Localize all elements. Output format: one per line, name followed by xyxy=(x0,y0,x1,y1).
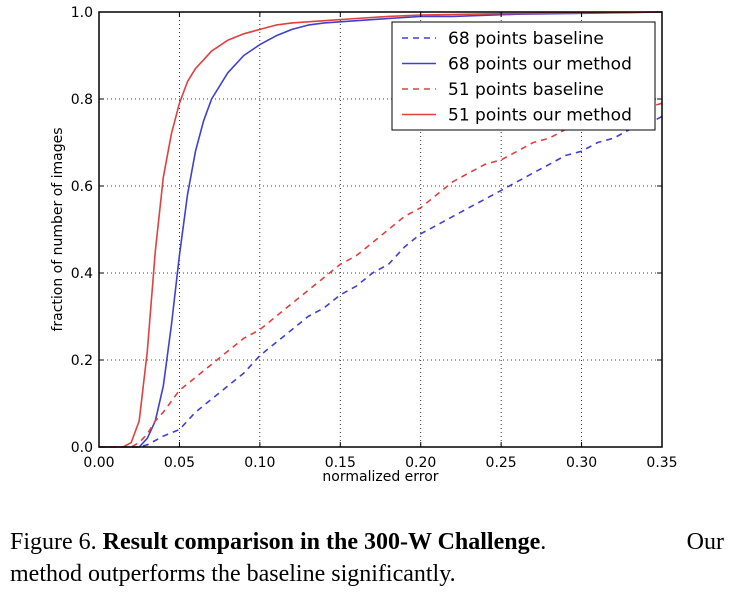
y-tick-label: 0.8 xyxy=(71,92,93,108)
y-tick-label: 0.6 xyxy=(71,179,93,195)
y-axis-label: fraction of number of images xyxy=(50,127,66,331)
y-tick-label: 0.4 xyxy=(71,266,93,282)
x-tick-label: 0.30 xyxy=(566,455,597,471)
legend-label: 51 points baseline xyxy=(448,80,604,100)
x-tick-label: 0.10 xyxy=(244,455,275,471)
y-tick-label: 0.2 xyxy=(71,353,93,369)
legend-label: 68 points our method xyxy=(448,55,632,75)
caption-prefix: Figure 6. xyxy=(10,529,97,555)
x-tick-label: 0.00 xyxy=(83,455,114,471)
legend-label: 51 points our method xyxy=(448,106,632,126)
x-tick-label: 0.15 xyxy=(325,455,356,471)
series-line xyxy=(99,11,663,448)
legend-box xyxy=(391,21,656,131)
y-tick-label: 0.0 xyxy=(71,440,93,456)
series-line xyxy=(99,102,663,448)
plot-frame xyxy=(98,11,663,448)
axis-ticks: 0.00 0.05 0.10 0.15 0.20 0.25 0.30 0.35 0.0 0.2 0.… xyxy=(71,5,678,471)
legend: 68 points baseline 68 points our method 51… xyxy=(391,21,656,131)
x-tick-label: 0.20 xyxy=(405,455,436,471)
x-tick-label: 0.05 xyxy=(164,455,195,471)
caption-last-word: Our xyxy=(686,529,724,555)
figure-caption: Figure 6. Result comparison in the 300-W… xyxy=(10,526,724,590)
caption-line-2: method outperforms the baseline signific… xyxy=(10,561,456,587)
series-line xyxy=(99,115,663,448)
caption-line-1: Figure 6. Result comparison in the 300-W… xyxy=(10,526,724,558)
y-tick-label: 1.0 xyxy=(71,5,93,21)
caption-bold-title: Result comparison in the 300-W Challenge xyxy=(102,529,541,555)
x-tick-label: 0.35 xyxy=(646,455,677,471)
caption-suffix: . xyxy=(540,529,547,555)
x-tick-label: 0.25 xyxy=(486,455,517,471)
legend-label: 68 points baseline xyxy=(448,29,604,49)
x-axis-label: normalized error xyxy=(322,469,438,485)
caption-text: Figure 6. Result comparison in the 300-W… xyxy=(10,526,546,558)
chart: 0.00 0.05 0.10 0.15 0.20 0.25 0.30 0.35 0.0 0.2 0.… xyxy=(50,5,678,485)
